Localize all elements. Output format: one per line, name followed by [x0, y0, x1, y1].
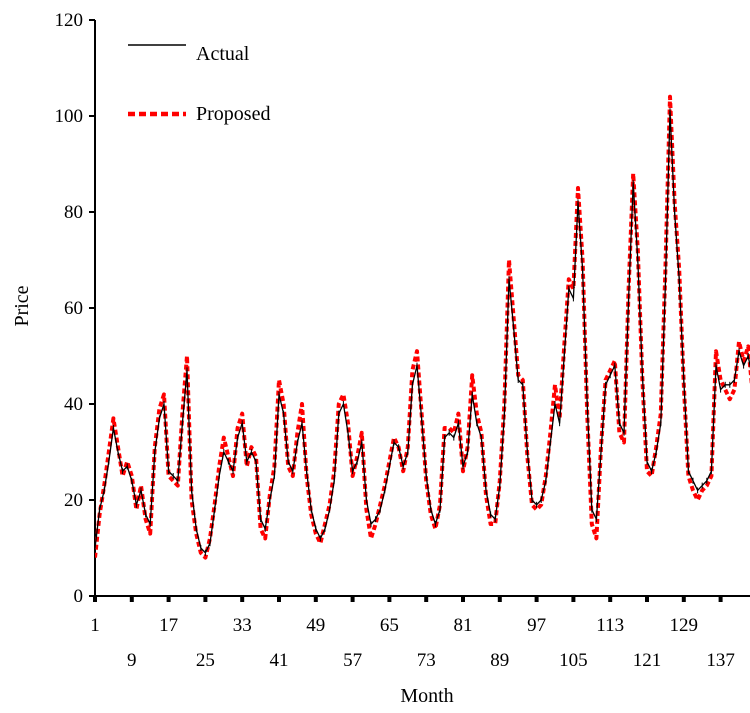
x-tick-label: 49 — [306, 615, 325, 636]
x-tick-label: 137 — [706, 650, 735, 671]
x-tick-label: 129 — [670, 615, 699, 636]
legend-label-proposed: Proposed — [196, 103, 270, 125]
x-axis-title: Month — [400, 685, 453, 707]
x-tick-label: 105 — [559, 650, 588, 671]
x-tick-label: 73 — [417, 650, 436, 671]
y-tick-label: 0 — [74, 586, 84, 607]
x-tick-label: 65 — [380, 615, 399, 636]
x-tick-label: 113 — [596, 615, 624, 636]
x-tick-label: 17 — [159, 615, 178, 636]
y-tick-label: 120 — [55, 10, 84, 31]
y-tick-label: 20 — [64, 490, 83, 511]
legend-label-actual: Actual — [196, 43, 250, 65]
series-layer — [94, 94, 750, 560]
y-tick-label: 40 — [64, 394, 83, 415]
y-tick-label: 80 — [64, 202, 83, 223]
series-line-proposed — [95, 94, 750, 560]
x-tick-label: 81 — [454, 615, 473, 636]
x-tick-label: 33 — [233, 615, 252, 636]
x-tick-label: 97 — [527, 615, 546, 636]
x-tick-label: 121 — [633, 650, 662, 671]
x-tick-label: 25 — [196, 650, 215, 671]
x-tick-label: 9 — [127, 650, 137, 671]
series-line-actual — [95, 110, 750, 554]
x-tick-label: 1 — [90, 615, 100, 636]
x-tick-label: 41 — [270, 650, 289, 671]
legend: Actual Proposed — [128, 43, 270, 125]
y-axis-title: Price — [11, 285, 33, 326]
y-tick-label: 60 — [64, 298, 83, 319]
y-tick-label: 100 — [55, 106, 84, 127]
x-tick-label: 89 — [490, 650, 509, 671]
x-tick-label: 57 — [343, 650, 362, 671]
x-ticks: 1 17 33 49 65 81 97 113 129 9 25 41 57 73 89 105 121 137 — [90, 596, 735, 671]
y-ticks: 0 20 40 60 80 100 120 — [55, 10, 95, 607]
